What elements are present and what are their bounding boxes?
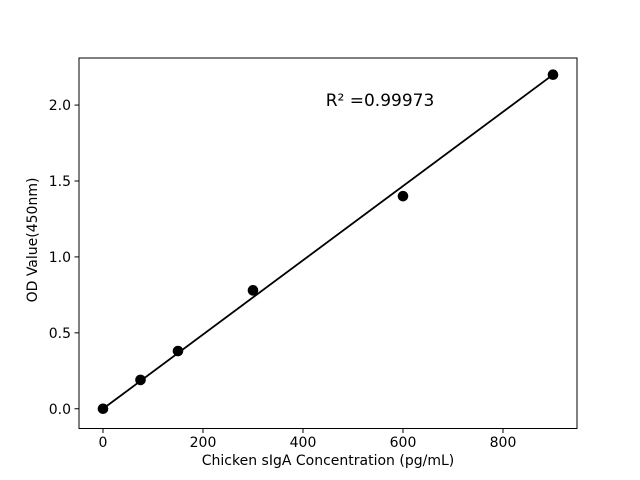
x-tick-label: 600 <box>390 435 417 451</box>
axes-frame <box>78 57 578 429</box>
x-axis-label: Chicken sIgA Concentration (pg/mL) <box>201 453 455 469</box>
y-tick-label: 0.5 <box>49 326 71 342</box>
y-tick-label: 1.5 <box>49 174 71 190</box>
x-tick-label: 400 <box>290 435 317 451</box>
data-point <box>397 190 409 202</box>
y-tick-label: 2.0 <box>49 98 71 114</box>
data-point <box>97 403 109 415</box>
y-tick-label: 1.0 <box>49 250 71 266</box>
x-tick-label: 0 <box>99 435 108 451</box>
r-squared-annotation: R² =0.99973 <box>325 91 435 111</box>
x-tick-label: 800 <box>490 435 517 451</box>
fit-line <box>102 73 554 410</box>
y-axis-label: OD Value(450nm) <box>25 177 41 303</box>
data-point <box>547 69 559 81</box>
x-tick-label: 200 <box>190 435 217 451</box>
data-point <box>172 345 184 357</box>
data-point <box>135 374 146 386</box>
data-point <box>247 285 259 296</box>
y-tick-label: 0.0 <box>49 402 71 418</box>
